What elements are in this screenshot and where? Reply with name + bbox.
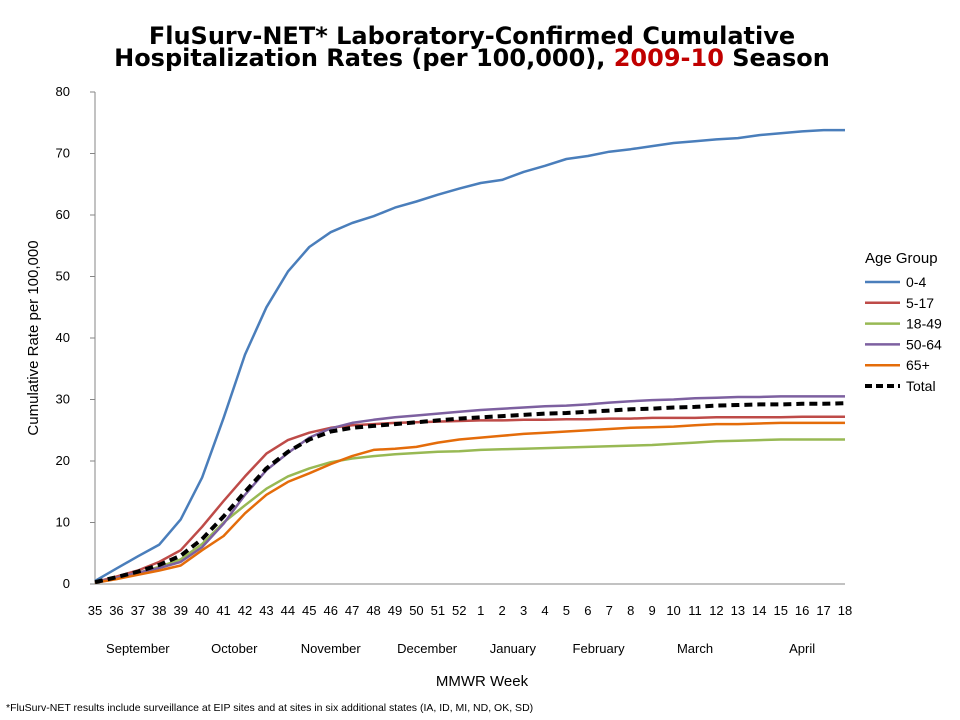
series-line-0-4 xyxy=(94,128,845,582)
y-tick-label: 60 xyxy=(56,207,70,222)
x-tick-label: 14 xyxy=(752,603,766,618)
month-label: December xyxy=(397,641,458,656)
month-label: February xyxy=(573,641,626,656)
x-tick-label: 39 xyxy=(173,603,187,618)
y-tick-label: 40 xyxy=(56,330,70,345)
x-tick-label: 8 xyxy=(627,603,634,618)
x-tick-label: 10 xyxy=(666,603,680,618)
x-tick-label: 47 xyxy=(345,603,359,618)
x-tick-label: 44 xyxy=(281,603,295,618)
footnote: *FluSurv-NET results include surveillanc… xyxy=(6,702,533,714)
title-season-highlight: 2009-10 xyxy=(614,44,724,72)
x-tick-label: 6 xyxy=(584,603,591,618)
legend: Age Group 0-4 5-17 18-49 50-64 65+ Total xyxy=(865,250,942,394)
y-tick-label: 50 xyxy=(56,269,70,284)
x-tick-label: 43 xyxy=(259,603,273,618)
y-axis-title: Cumulative Rate per 100,000 xyxy=(25,240,42,435)
x-tick-label: 45 xyxy=(302,603,316,618)
y-tick-label: 0 xyxy=(63,576,70,591)
month-label: October xyxy=(211,641,258,656)
x-tick-label: 35 xyxy=(88,603,102,618)
legend-entry: Total xyxy=(906,378,936,394)
month-label: September xyxy=(106,641,170,656)
legend-entry: 0-4 xyxy=(906,274,926,290)
x-tick-label: 13 xyxy=(731,603,745,618)
x-tick-label: 38 xyxy=(152,603,166,618)
series-line-50-64 xyxy=(94,395,845,585)
x-tick-label: 5 xyxy=(563,603,570,618)
x-tick-label: 1 xyxy=(477,603,484,618)
x-axis-title: MMWR Week xyxy=(436,673,529,690)
series-line-Total xyxy=(94,401,846,585)
x-tick-label: 16 xyxy=(795,603,809,618)
x-tick-label: 17 xyxy=(816,603,830,618)
x-tick-label: 3 xyxy=(520,603,527,618)
title-prefix: Hospitalization Rates (per 100,000), xyxy=(114,44,614,72)
x-tick-label: 11 xyxy=(688,603,702,618)
y-tick-label: 70 xyxy=(56,146,70,161)
series-lines xyxy=(94,128,846,585)
x-tick-label: 49 xyxy=(388,603,402,618)
x-tick-label: 15 xyxy=(773,603,787,618)
title-suffix: Season xyxy=(724,44,830,72)
x-tick-label: 7 xyxy=(606,603,613,618)
x-tick-label: 9 xyxy=(649,603,656,618)
x-tick-label: 50 xyxy=(409,603,423,618)
month-label: March xyxy=(677,641,713,656)
x-tick-label: 41 xyxy=(216,603,230,618)
x-tick-label: 2 xyxy=(499,603,506,618)
x-tick-label: 12 xyxy=(709,603,723,618)
x-tick-label: 42 xyxy=(238,603,252,618)
y-tick-label: 80 xyxy=(56,84,70,99)
month-label: April xyxy=(789,641,815,656)
x-tick-label: 37 xyxy=(131,603,145,618)
x-tick-label: 4 xyxy=(541,603,548,618)
legend-entry: 5-17 xyxy=(906,295,934,311)
x-tick-label: 18 xyxy=(838,603,852,618)
y-tick-label: 20 xyxy=(56,453,70,468)
x-tick-label: 51 xyxy=(431,603,445,618)
chart-title-line1: FluSurv-NET* Laboratory-Confirmed Cumula… xyxy=(149,22,795,50)
x-tick-label: 46 xyxy=(323,603,337,618)
y-tick-label: 30 xyxy=(56,392,70,407)
x-tick-label: 40 xyxy=(195,603,209,618)
legend-entry: 65+ xyxy=(906,357,930,373)
month-label: January xyxy=(490,641,537,656)
x-tick-label: 52 xyxy=(452,603,466,618)
x-tick-label: 48 xyxy=(366,603,380,618)
chart-title-line2: Hospitalization Rates (per 100,000), 200… xyxy=(114,44,830,72)
series-line-65+ xyxy=(94,421,845,585)
series-line-5-17 xyxy=(94,415,845,584)
x-tick-label: 36 xyxy=(109,603,123,618)
legend-title: Age Group xyxy=(865,250,938,267)
y-tick-label: 10 xyxy=(56,515,70,530)
legend-entry: 50-64 xyxy=(906,336,942,352)
legend-entry: 18-49 xyxy=(906,316,942,332)
month-label: November xyxy=(301,641,362,656)
